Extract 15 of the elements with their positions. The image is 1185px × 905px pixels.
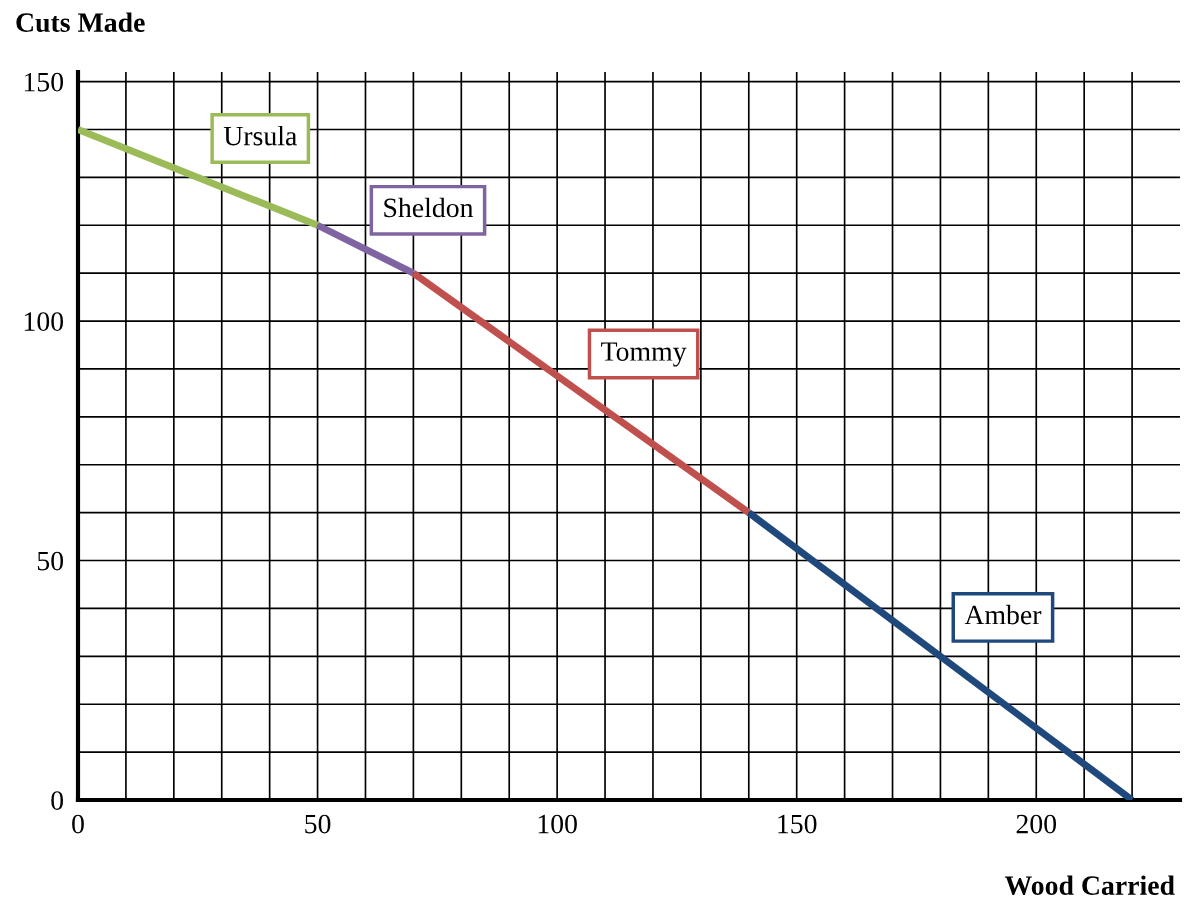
x-tick-label: 50	[305, 814, 331, 834]
y-tick-label: 150	[24, 72, 64, 92]
y-axis-title: Cuts Made	[16, 12, 145, 33]
series-label: Tommy	[601, 342, 687, 367]
series-label: Sheldon	[384, 197, 474, 218]
x-tick-label: 200	[1016, 814, 1057, 834]
y-tick-label: 50	[37, 551, 64, 571]
x-tick-label: 100	[538, 814, 577, 834]
series-label: Amber	[964, 604, 1042, 625]
x-axis-title: Wood Carried	[1004, 875, 1175, 896]
x-tick-label: 150	[778, 814, 817, 834]
y-tick-label: 100	[24, 312, 64, 331]
series-label: Ursula	[223, 125, 297, 146]
y-tick-label: 0	[51, 791, 64, 810]
x-tick-label: 0	[72, 814, 84, 834]
